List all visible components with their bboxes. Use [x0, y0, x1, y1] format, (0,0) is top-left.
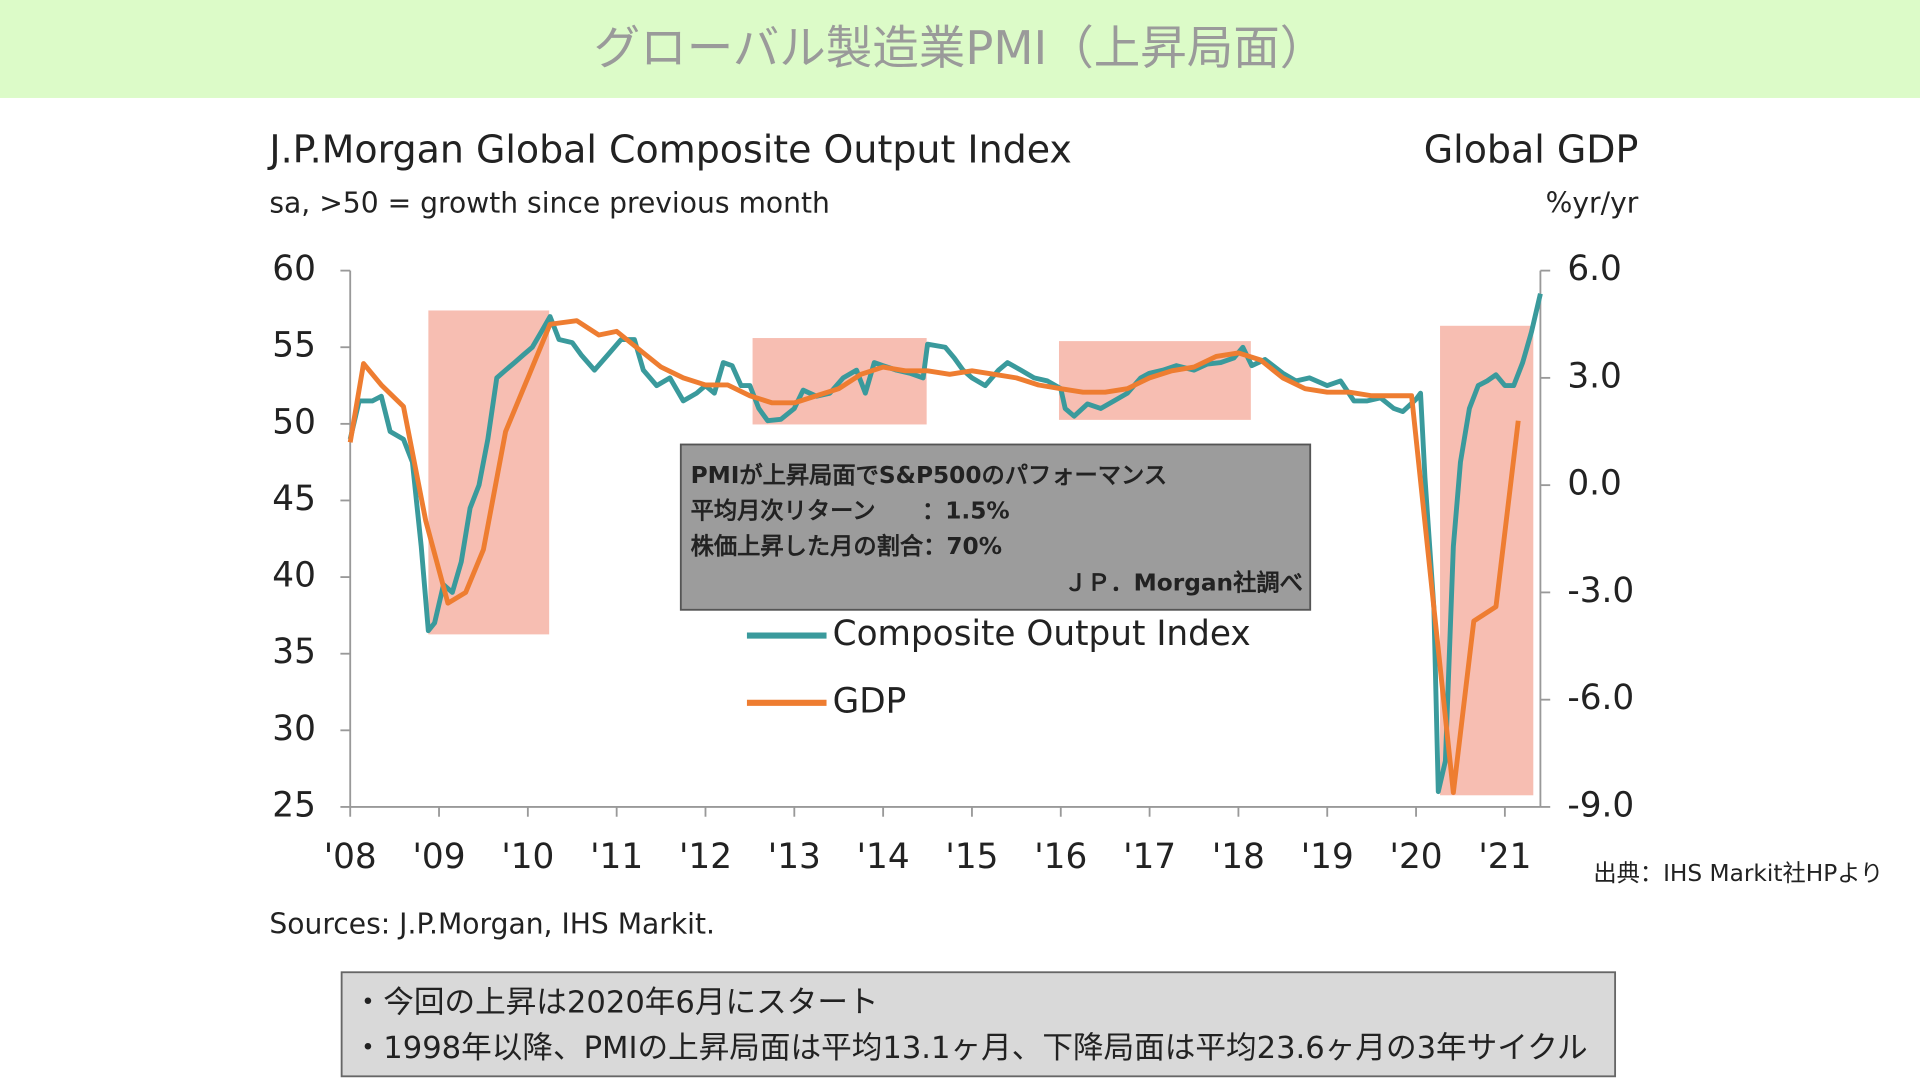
x-tick-label: '13: [768, 837, 821, 877]
y2-tick-label: 6.0: [1567, 249, 1622, 289]
header-title: グローバル製造業PMI（上昇局面）: [594, 21, 1327, 75]
y-tick-label: 30: [272, 709, 316, 749]
source: Sources: J.P.Morgan, IHS Markit.: [269, 908, 715, 941]
x-tick-label: '09: [413, 837, 466, 877]
x-tick-label: '15: [945, 837, 998, 877]
x-tick-label: '14: [857, 837, 910, 877]
chart-title: J.P.Morgan Global Composite Output Index: [267, 127, 1071, 171]
annotation-box: [679, 443, 1312, 611]
highlight-period: [1440, 325, 1534, 796]
credit: 出典：IHS Markit社HPより: [1593, 860, 1883, 887]
x-tick-label: '21: [1478, 837, 1531, 877]
y2-tick-label: 0.0: [1567, 464, 1622, 504]
x-tick-label: '12: [679, 837, 732, 877]
x-tick-label: '18: [1212, 837, 1265, 877]
x-tick-label: '16: [1034, 837, 1087, 877]
y2-subtitle: %yr/yr: [1546, 186, 1639, 219]
x-tick-label: '10: [501, 837, 554, 877]
y-tick-label: 50: [272, 402, 316, 442]
series-line: [347, 293, 1543, 795]
annotation-line: 株価上昇した月の割合：70%: [691, 533, 1002, 560]
chart-subtitle: sa, >50 = growth since previous month: [269, 186, 829, 219]
notes-box: [340, 971, 1617, 1078]
x-tick-label: '19: [1301, 837, 1354, 877]
x-tick-label: '17: [1123, 837, 1176, 877]
highlight-period: [1058, 341, 1251, 420]
y-tick-label: 60: [272, 249, 316, 289]
y-tick-label: 40: [272, 556, 316, 596]
y-tick-label: 35: [272, 632, 316, 672]
y2-tick-label: 3.0: [1567, 356, 1622, 396]
y2-title: Global GDP: [1424, 127, 1639, 171]
note: ・今回の上昇は2020年6月にスタート: [353, 986, 879, 1021]
x-tick-label: '11: [590, 837, 643, 877]
annotation-line: ＪＰ．Morgan社調べ: [1064, 570, 1303, 597]
y-tick-label: 25: [272, 785, 316, 825]
highlight-period: [428, 310, 550, 635]
plot: 25 30 35 40 45 50 55 60 -9.0 -6.0 -3.0 0.0 3.0 6.0 '08…: [272, 249, 1634, 877]
y-tick-label: 55: [272, 326, 316, 366]
y2-tick-label: -6.0: [1567, 678, 1634, 718]
annotation-line: 平均月次リターン ：1.5%: [691, 497, 1010, 524]
series-line: [347, 318, 1521, 796]
y2-tick-label: -9.0: [1567, 785, 1634, 825]
x-tick-label: '20: [1390, 837, 1443, 877]
y2-tick-label: -3.0: [1567, 571, 1634, 611]
y-tick-label: 45: [272, 479, 316, 519]
legend-label: Composite Output Index: [833, 614, 1251, 654]
x-tick-label: '08: [324, 837, 377, 877]
legend-label: GDP: [833, 681, 907, 721]
note: ・1998年以降、PMIの上昇局面は平均13.1ヶ月、下降局面は平均23.6ヶ月…: [353, 1031, 1588, 1066]
header-band: [0, 0, 1920, 98]
annotation-line: PMIが上昇局面でS&P500のパフォーマンス: [691, 462, 1167, 489]
